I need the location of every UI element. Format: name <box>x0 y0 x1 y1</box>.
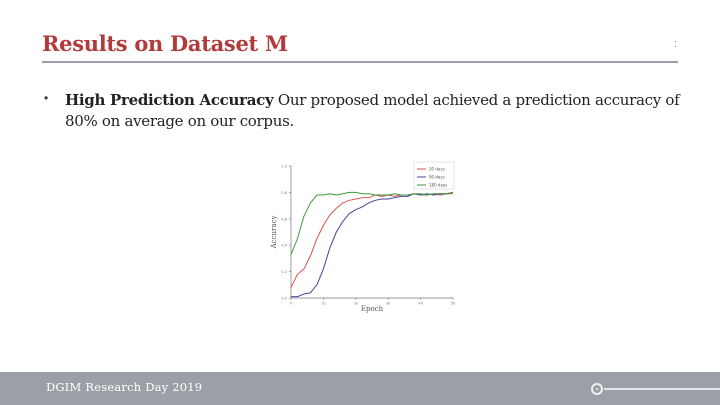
y-tick-label: 1.0 <box>281 165 287 169</box>
x-tick-label: 40 <box>418 302 422 306</box>
legend-label: 90 days <box>429 174 445 179</box>
y-tick-label: 0.2 <box>281 270 287 274</box>
footer-bar: DGIM Research Day 2019 <box>0 372 720 405</box>
y-tick-label: 0.0 <box>281 297 287 301</box>
x-tick-label: 10 <box>321 302 325 306</box>
legend-label: 180 days <box>429 182 447 187</box>
footer-text: DGIM Research Day 2019 <box>46 380 203 394</box>
x-tick-label: 30 <box>386 302 390 306</box>
accuracy-chart: 0.0 0.2 0.4 0.6 0.8 1.0 0 10 20 30 40 50 Epoch Acc… <box>262 158 462 316</box>
series-line-30-days <box>290 193 453 288</box>
bullet-heading: High Prediction Accuracy <box>65 91 274 109</box>
series-line-180-days <box>290 191 454 255</box>
y-tick-label: 0.8 <box>281 191 287 195</box>
bullet-text: High Prediction Accuracy Our proposed mo… <box>65 90 680 132</box>
x-tick-label: 20 <box>354 302 358 306</box>
footer-divider <box>604 388 720 390</box>
x-tick-label: 50 <box>451 302 455 306</box>
title-divider <box>42 61 678 63</box>
slide-number: : <box>674 38 678 50</box>
chart-legend: 30 days 90 days 180 days <box>413 161 455 190</box>
series-line-90-days <box>291 191 454 298</box>
accuracy-chart-svg: 0.0 0.2 0.4 0.6 0.8 1.0 0 10 20 30 40 50 Epoch Acc… <box>270 161 455 313</box>
x-axis-label: Epoch <box>361 305 384 313</box>
legend-label: 30 days <box>429 166 445 171</box>
footer-ring-icon <box>591 383 603 395</box>
x-tick-label: 0 <box>290 302 292 306</box>
bullet-marker: • <box>44 91 49 105</box>
y-tick-label: 0.4 <box>281 244 287 248</box>
bullet-body: Our proposed model achieved a prediction… <box>65 91 680 130</box>
y-tick-label: 0.6 <box>281 217 287 221</box>
slide-title: Results on Dataset M <box>42 31 288 56</box>
y-axis-label: Accuracy <box>270 216 278 250</box>
